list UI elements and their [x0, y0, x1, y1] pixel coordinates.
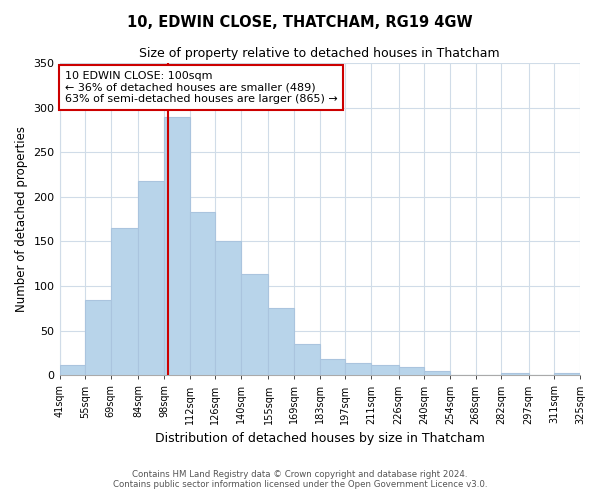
Bar: [111, 228, 139, 376]
Bar: [268, 308, 294, 376]
Bar: [164, 118, 190, 376]
Bar: [346, 363, 371, 376]
Bar: [398, 367, 424, 376]
Text: 10 EDWIN CLOSE: 100sqm
← 36% of detached houses are smaller (489)
63% of semi-de: 10 EDWIN CLOSE: 100sqm ← 36% of detached…: [65, 71, 337, 104]
Bar: [320, 359, 346, 376]
Text: 10, EDWIN CLOSE, THATCHAM, RG19 4GW: 10, EDWIN CLOSE, THATCHAM, RG19 4GW: [127, 15, 473, 30]
Bar: [190, 212, 215, 376]
Bar: [241, 274, 268, 376]
Y-axis label: Number of detached properties: Number of detached properties: [15, 126, 28, 312]
Bar: [85, 300, 111, 376]
Bar: [215, 242, 241, 376]
Bar: [424, 371, 450, 376]
Bar: [554, 374, 580, 376]
Bar: [59, 366, 85, 376]
Title: Size of property relative to detached houses in Thatcham: Size of property relative to detached ho…: [139, 48, 500, 60]
Bar: [139, 181, 164, 376]
Bar: [371, 364, 398, 376]
X-axis label: Distribution of detached houses by size in Thatcham: Distribution of detached houses by size …: [155, 432, 485, 445]
Bar: [501, 372, 529, 376]
Text: Contains HM Land Registry data © Crown copyright and database right 2024.
Contai: Contains HM Land Registry data © Crown c…: [113, 470, 487, 489]
Bar: [294, 344, 320, 376]
